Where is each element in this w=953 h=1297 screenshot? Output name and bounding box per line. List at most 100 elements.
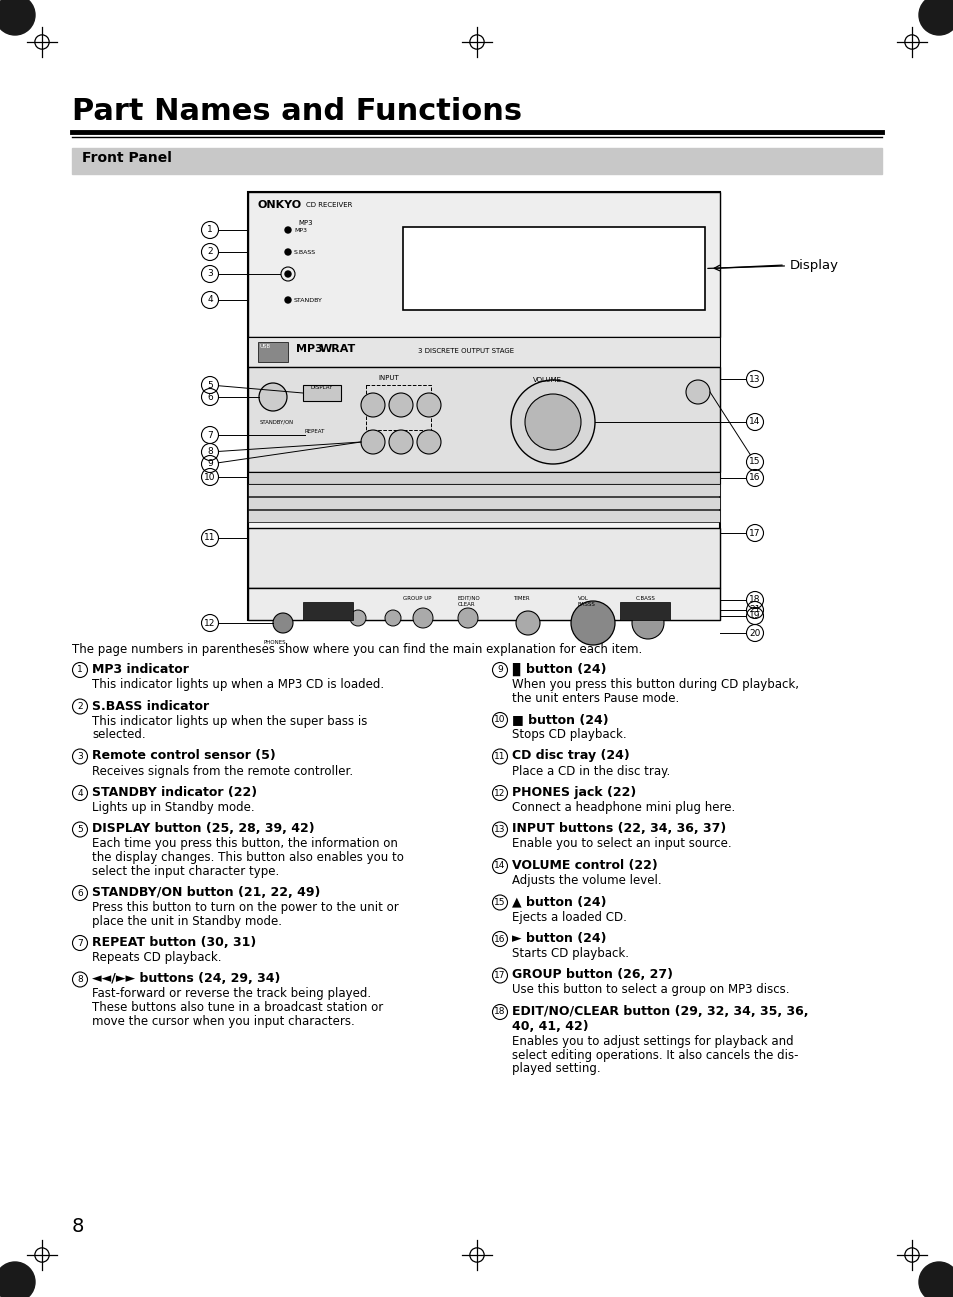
Text: 7: 7 (77, 939, 83, 948)
Text: EDIT/NO
CLEAR: EDIT/NO CLEAR (457, 597, 480, 607)
Text: select editing operations. It also cancels the dis-: select editing operations. It also cance… (512, 1048, 798, 1061)
Text: STANDBY indicator (22): STANDBY indicator (22) (91, 786, 257, 799)
Text: 8: 8 (71, 1217, 84, 1236)
Text: 5: 5 (207, 380, 213, 389)
Text: Ejects a loaded CD.: Ejects a loaded CD. (512, 910, 626, 923)
Text: Enables you to adjust settings for playback and: Enables you to adjust settings for playb… (512, 1035, 793, 1048)
Text: STANDBY: STANDBY (294, 297, 322, 302)
Text: 13: 13 (748, 375, 760, 384)
Bar (366, 385, 431, 431)
Text: select the input character type.: select the input character type. (91, 865, 279, 878)
Circle shape (0, 0, 35, 35)
Circle shape (285, 271, 291, 278)
Text: PHONES jack (22): PHONES jack (22) (512, 786, 636, 799)
Text: ▊ button (24): ▊ button (24) (512, 663, 606, 676)
Text: Fast-forward or reverse the track being played.: Fast-forward or reverse the track being … (91, 987, 371, 1000)
Text: Connect a headphone mini plug here.: Connect a headphone mini plug here. (512, 802, 735, 815)
Text: 14: 14 (494, 861, 505, 870)
Text: Repeats CD playback.: Repeats CD playback. (91, 951, 221, 964)
Circle shape (360, 393, 385, 418)
Circle shape (416, 431, 440, 454)
Text: This indicator lights up when the super bass is: This indicator lights up when the super … (91, 715, 367, 728)
Text: The page numbers in parentheses show where you can find the main explanation for: The page numbers in parentheses show whe… (71, 643, 641, 656)
Text: INPUT: INPUT (377, 375, 398, 381)
Text: CD RECEIVER: CD RECEIVER (306, 202, 352, 208)
Text: 11: 11 (204, 533, 215, 542)
Text: 4: 4 (77, 789, 83, 798)
Text: the unit enters Pause mode.: the unit enters Pause mode. (512, 691, 679, 704)
Text: played setting.: played setting. (512, 1062, 600, 1075)
Text: 3: 3 (77, 752, 83, 761)
Circle shape (571, 601, 615, 645)
Bar (248, 472, 720, 484)
Text: 19: 19 (748, 611, 760, 620)
Text: S.BASS: S.BASS (294, 249, 315, 254)
Text: Enable you to select an input source.: Enable you to select an input source. (512, 838, 731, 851)
Text: 2: 2 (77, 702, 83, 711)
Text: C.BASS: C.BASS (636, 597, 655, 601)
Text: 5: 5 (77, 825, 83, 834)
Text: These buttons also tune in a broadcast station or: These buttons also tune in a broadcast s… (91, 1001, 383, 1014)
Bar (619, 602, 669, 620)
Bar (248, 510, 720, 521)
Circle shape (273, 613, 293, 633)
Text: 9: 9 (497, 665, 502, 674)
Text: Starts CD playback.: Starts CD playback. (512, 947, 628, 960)
Text: EDIT/NO/CLEAR button (29, 32, 34, 35, 36,
40, 41, 42): EDIT/NO/CLEAR button (29, 32, 34, 35, 36… (512, 1005, 807, 1032)
Text: MP3: MP3 (294, 227, 307, 232)
Text: PHONES: PHONES (264, 639, 286, 645)
Text: selected.: selected. (91, 728, 146, 741)
Text: move the cursor when you input characters.: move the cursor when you input character… (91, 1014, 355, 1027)
Text: 15: 15 (748, 458, 760, 467)
Text: 3: 3 (207, 270, 213, 279)
Text: Adjusts the volume level.: Adjusts the volume level. (512, 874, 661, 887)
Circle shape (350, 610, 366, 626)
Text: Press this button to turn on the power to the unit or: Press this button to turn on the power t… (91, 901, 398, 914)
Text: REPEAT: REPEAT (305, 429, 325, 434)
Text: the display changes. This button also enables you to: the display changes. This button also en… (91, 851, 403, 864)
Text: GROUP UP: GROUP UP (402, 597, 431, 601)
Circle shape (285, 297, 291, 303)
Text: STANDBY/ON button (21, 22, 49): STANDBY/ON button (21, 22, 49) (91, 886, 320, 899)
Text: 18: 18 (494, 1008, 505, 1017)
Text: 21: 21 (748, 606, 760, 615)
Text: Part Names and Functions: Part Names and Functions (71, 97, 521, 126)
Text: Lights up in Standby mode.: Lights up in Standby mode. (91, 802, 254, 815)
Bar (248, 588, 720, 620)
Circle shape (511, 380, 595, 464)
Text: USB: USB (260, 344, 271, 349)
Circle shape (360, 431, 385, 454)
Circle shape (0, 1262, 35, 1297)
Text: Receives signals from the remote controller.: Receives signals from the remote control… (91, 764, 353, 777)
Text: When you press this button during CD playback,: When you press this button during CD pla… (512, 678, 799, 691)
Text: 15: 15 (494, 898, 505, 907)
Text: 10: 10 (204, 472, 215, 481)
Text: 7: 7 (207, 431, 213, 440)
Bar (303, 602, 353, 620)
Bar (248, 192, 720, 620)
Text: 3 DISCRETE OUTPUT STAGE: 3 DISCRETE OUTPUT STAGE (417, 348, 514, 354)
Circle shape (685, 380, 709, 403)
Text: Remote control sensor (5): Remote control sensor (5) (91, 750, 275, 763)
Text: 2: 2 (207, 248, 213, 257)
Text: Front Panel: Front Panel (82, 150, 172, 165)
Circle shape (918, 1262, 953, 1297)
Text: 20: 20 (748, 629, 760, 638)
Text: S.BASS indicator: S.BASS indicator (91, 699, 209, 712)
Circle shape (415, 610, 431, 626)
Bar (248, 192, 720, 337)
Text: 6: 6 (77, 888, 83, 898)
Text: MP3: MP3 (295, 344, 322, 354)
Text: 11: 11 (494, 752, 505, 761)
Text: 9: 9 (207, 459, 213, 468)
Text: 16: 16 (494, 935, 505, 943)
Text: 1: 1 (207, 226, 213, 235)
Text: 1: 1 (77, 665, 83, 674)
Text: WRAT: WRAT (319, 344, 355, 354)
Text: 17: 17 (748, 528, 760, 537)
Circle shape (389, 431, 413, 454)
Text: ■ button (24): ■ button (24) (512, 713, 608, 726)
Bar (248, 528, 720, 588)
Text: 8: 8 (207, 447, 213, 457)
Text: 8: 8 (77, 975, 83, 984)
